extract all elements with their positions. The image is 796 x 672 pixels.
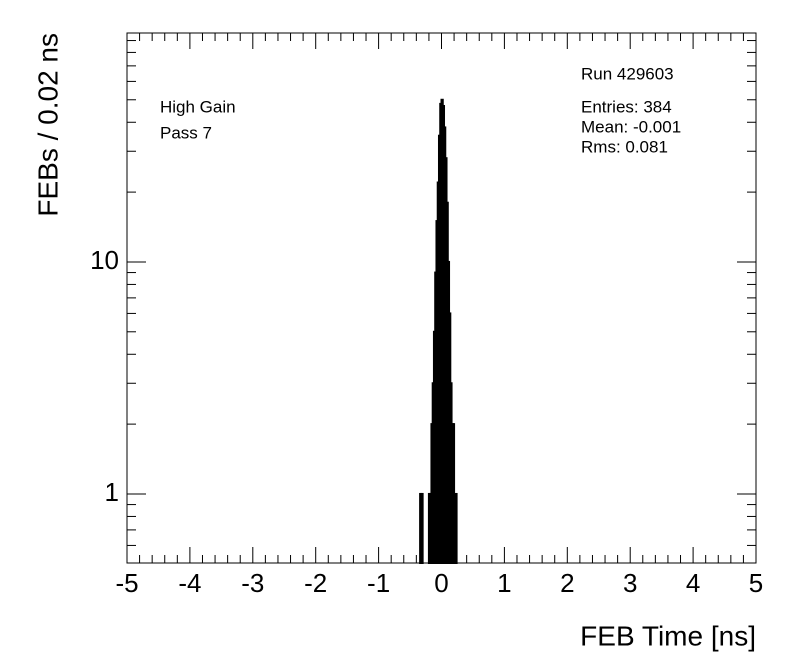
stats-text: Run 429603 xyxy=(581,64,674,83)
x-tick-label: 5 xyxy=(749,568,763,598)
x-tick-label: 1 xyxy=(497,568,511,598)
stats-text: Mean: -0.001 xyxy=(581,117,681,136)
y-tick-label: 1 xyxy=(105,477,119,507)
x-tick-label: 4 xyxy=(686,568,700,598)
x-tick-label: -4 xyxy=(178,568,201,598)
x-tick-label: -5 xyxy=(115,568,138,598)
annotation: Pass 7 xyxy=(160,123,212,142)
stats-text: Rms: 0.081 xyxy=(581,137,668,156)
x-axis-title: FEB Time [ns] xyxy=(580,620,756,651)
histogram-bar xyxy=(451,423,456,565)
y-axis-title: FEBs / 0.02 ns xyxy=(32,33,63,217)
x-tick-label: -3 xyxy=(241,568,264,598)
x-tick-label: 3 xyxy=(623,568,637,598)
y-tick-label: 10 xyxy=(90,245,119,275)
histogram-bar xyxy=(420,492,424,564)
x-tick-label: -2 xyxy=(304,568,327,598)
stats-text: Entries: 384 xyxy=(581,97,672,116)
x-tick-label: -1 xyxy=(367,568,390,598)
x-tick-label: 2 xyxy=(560,568,574,598)
histogram-bar xyxy=(454,492,458,564)
annotation: High Gain xyxy=(160,97,236,116)
x-tick-label: 0 xyxy=(434,568,448,598)
